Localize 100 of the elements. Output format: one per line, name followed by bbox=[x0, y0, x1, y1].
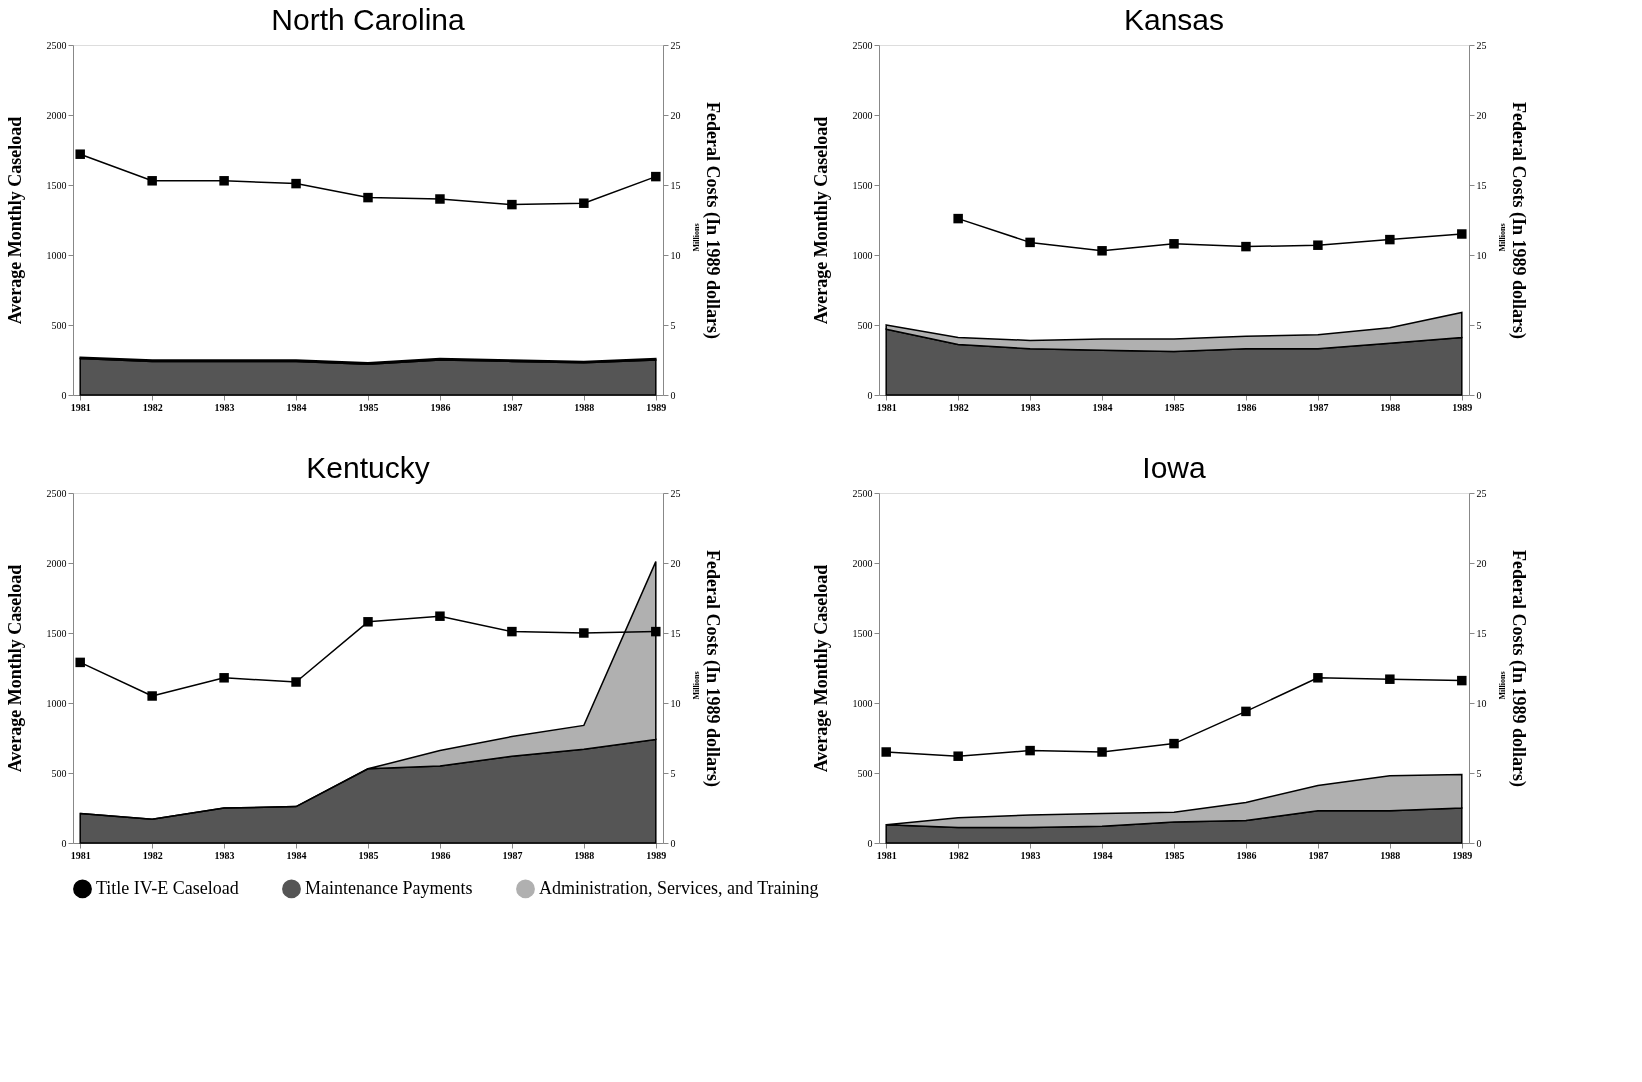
point bbox=[1457, 675, 1467, 686]
y2-tick-label: 15 bbox=[1476, 627, 1487, 639]
point bbox=[363, 617, 373, 627]
chart-title: Kentucky bbox=[306, 451, 430, 484]
y-tick-label: 500 bbox=[857, 319, 873, 331]
x-tick-label: 1985 bbox=[1164, 849, 1185, 861]
point bbox=[75, 657, 85, 668]
point bbox=[1097, 747, 1107, 757]
x-tick-label: 1989 bbox=[646, 401, 667, 413]
y-tick-label: 2500 bbox=[46, 39, 67, 51]
y-tick-label: 500 bbox=[51, 319, 67, 331]
y2-tick-label: 10 bbox=[1476, 697, 1487, 709]
y-tick-label: 1000 bbox=[46, 249, 67, 261]
y2-tick-label: 5 bbox=[1476, 319, 1482, 331]
y-tick-label: 1500 bbox=[46, 627, 67, 639]
point bbox=[1097, 246, 1107, 256]
y2-tick-label: 10 bbox=[1476, 249, 1487, 261]
legend-label: Maintenance Payments bbox=[305, 877, 473, 898]
point bbox=[1025, 237, 1035, 248]
x-tick-label: 1982 bbox=[948, 849, 969, 861]
point bbox=[1385, 674, 1395, 684]
y2-tick-label: 10 bbox=[670, 697, 681, 709]
y-tick-label: 0 bbox=[867, 837, 873, 849]
point bbox=[435, 611, 445, 621]
point bbox=[219, 673, 229, 683]
point bbox=[219, 176, 229, 186]
y2-tick-label: 10 bbox=[670, 249, 681, 261]
x-tick-label: 1986 bbox=[430, 401, 451, 413]
y-tick-label: 500 bbox=[51, 767, 67, 779]
y-tick-label: 1000 bbox=[852, 249, 873, 261]
point bbox=[953, 213, 963, 224]
y-tick-label: 1000 bbox=[852, 697, 873, 709]
x-tick-label: 1987 bbox=[502, 849, 523, 861]
point bbox=[147, 176, 157, 186]
y-axis-title: Average Monthly Caseload bbox=[4, 564, 25, 773]
x-tick-label: 1982 bbox=[948, 401, 969, 413]
x-tick-label: 1985 bbox=[1164, 401, 1185, 413]
x-tick-label: 1985 bbox=[358, 849, 379, 861]
y-tick-label: 0 bbox=[61, 837, 67, 849]
x-tick-label: 1988 bbox=[1380, 401, 1401, 413]
point bbox=[291, 178, 301, 189]
y2-tick-label: 5 bbox=[670, 319, 676, 331]
point bbox=[147, 691, 157, 701]
y-tick-label: 2000 bbox=[852, 557, 873, 569]
y2-tick-label: 15 bbox=[670, 179, 681, 191]
point bbox=[363, 192, 373, 203]
x-tick-label: 1989 bbox=[1452, 849, 1473, 861]
point bbox=[435, 194, 445, 204]
x-tick-label: 1984 bbox=[286, 849, 307, 861]
x-tick-label: 1986 bbox=[1236, 401, 1257, 413]
y-tick-label: 2500 bbox=[852, 487, 873, 499]
point bbox=[1313, 673, 1323, 683]
y2-tick-label: 25 bbox=[670, 487, 681, 499]
x-tick-label: 1982 bbox=[142, 401, 163, 413]
y2-tick-label: 15 bbox=[670, 627, 681, 639]
y2-axis-title: Federal Costs (In 1989 dollars) bbox=[701, 550, 723, 787]
x-tick-label: 1981 bbox=[70, 849, 91, 861]
y2-tick-label: 20 bbox=[1476, 557, 1487, 569]
x-tick-label: 1986 bbox=[1236, 849, 1257, 861]
x-tick-label: 1983 bbox=[1020, 849, 1041, 861]
point bbox=[1169, 738, 1179, 749]
y2-tick-label: 15 bbox=[1476, 179, 1487, 191]
point bbox=[953, 751, 963, 761]
y2-axis-title: Federal Costs (In 1989 dollars) bbox=[1507, 550, 1529, 787]
legend-label: Administration, Services, and Training bbox=[539, 877, 819, 898]
point bbox=[579, 198, 589, 208]
y-tick-label: 1000 bbox=[46, 697, 67, 709]
point bbox=[75, 149, 85, 159]
x-tick-label: 1982 bbox=[142, 849, 163, 861]
point bbox=[1241, 706, 1251, 717]
text: Millions bbox=[1498, 671, 1507, 700]
point bbox=[291, 677, 301, 687]
x-tick-label: 1989 bbox=[1452, 401, 1473, 413]
x-tick-label: 1983 bbox=[214, 849, 235, 861]
x-tick-label: 1988 bbox=[574, 401, 595, 413]
chart-title: Iowa bbox=[1142, 451, 1206, 484]
x-tick-label: 1989 bbox=[646, 849, 667, 861]
y2-tick-label: 20 bbox=[670, 109, 681, 121]
y2-tick-label: 5 bbox=[670, 767, 676, 779]
y-tick-label: 1500 bbox=[852, 627, 873, 639]
x-tick-label: 1984 bbox=[1092, 401, 1113, 413]
text: Millions bbox=[692, 223, 701, 252]
point bbox=[1241, 241, 1251, 252]
y-tick-label: 1500 bbox=[852, 179, 873, 191]
y2-tick-label: 25 bbox=[670, 39, 681, 51]
x-tick-label: 1981 bbox=[876, 401, 897, 413]
x-tick-label: 1981 bbox=[876, 849, 897, 861]
x-tick-label: 1981 bbox=[70, 401, 91, 413]
y2-tick-label: 25 bbox=[1476, 39, 1487, 51]
y-axis-title: Average Monthly Caseload bbox=[4, 116, 25, 325]
x-tick-label: 1988 bbox=[1380, 849, 1401, 861]
text: Millions bbox=[692, 671, 701, 700]
y-tick-label: 2000 bbox=[46, 109, 67, 121]
y2-tick-label: 20 bbox=[670, 557, 681, 569]
legend-label: Title IV-E Caseload bbox=[96, 877, 239, 898]
point bbox=[507, 626, 517, 637]
point bbox=[1313, 240, 1323, 250]
x-tick-label: 1987 bbox=[502, 401, 523, 413]
x-tick-label: 1987 bbox=[1308, 401, 1329, 413]
point bbox=[881, 747, 891, 757]
